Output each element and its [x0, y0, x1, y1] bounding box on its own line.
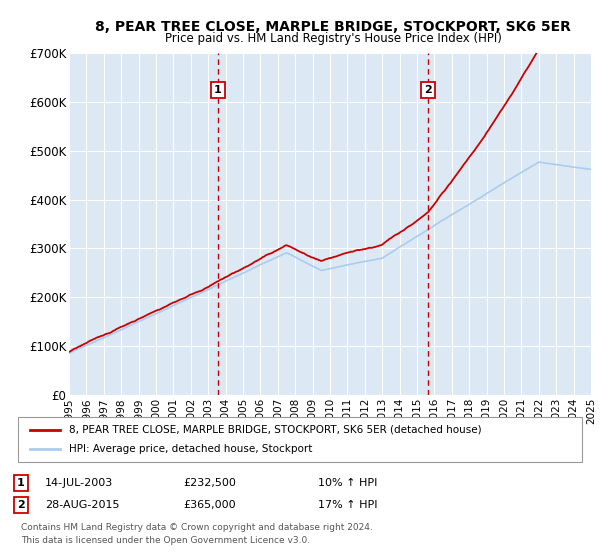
Text: £365,000: £365,000 — [183, 500, 236, 510]
Text: 17% ↑ HPI: 17% ↑ HPI — [318, 500, 377, 510]
Text: 8, PEAR TREE CLOSE, MARPLE BRIDGE, STOCKPORT, SK6 5ER (detached house): 8, PEAR TREE CLOSE, MARPLE BRIDGE, STOCK… — [69, 424, 482, 435]
Text: Contains HM Land Registry data © Crown copyright and database right 2024.
This d: Contains HM Land Registry data © Crown c… — [21, 524, 373, 545]
Text: 8, PEAR TREE CLOSE, MARPLE BRIDGE, STOCKPORT, SK6 5ER: 8, PEAR TREE CLOSE, MARPLE BRIDGE, STOCK… — [95, 20, 571, 34]
Text: 1: 1 — [214, 85, 221, 95]
Text: 10% ↑ HPI: 10% ↑ HPI — [318, 478, 377, 488]
Text: Price paid vs. HM Land Registry's House Price Index (HPI): Price paid vs. HM Land Registry's House … — [164, 32, 502, 45]
Text: 2: 2 — [425, 85, 433, 95]
Text: £232,500: £232,500 — [183, 478, 236, 488]
Text: 14-JUL-2003: 14-JUL-2003 — [45, 478, 113, 488]
Text: 2: 2 — [17, 500, 25, 510]
Text: 28-AUG-2015: 28-AUG-2015 — [45, 500, 119, 510]
Text: 1: 1 — [17, 478, 25, 488]
Text: HPI: Average price, detached house, Stockport: HPI: Average price, detached house, Stoc… — [69, 445, 313, 455]
